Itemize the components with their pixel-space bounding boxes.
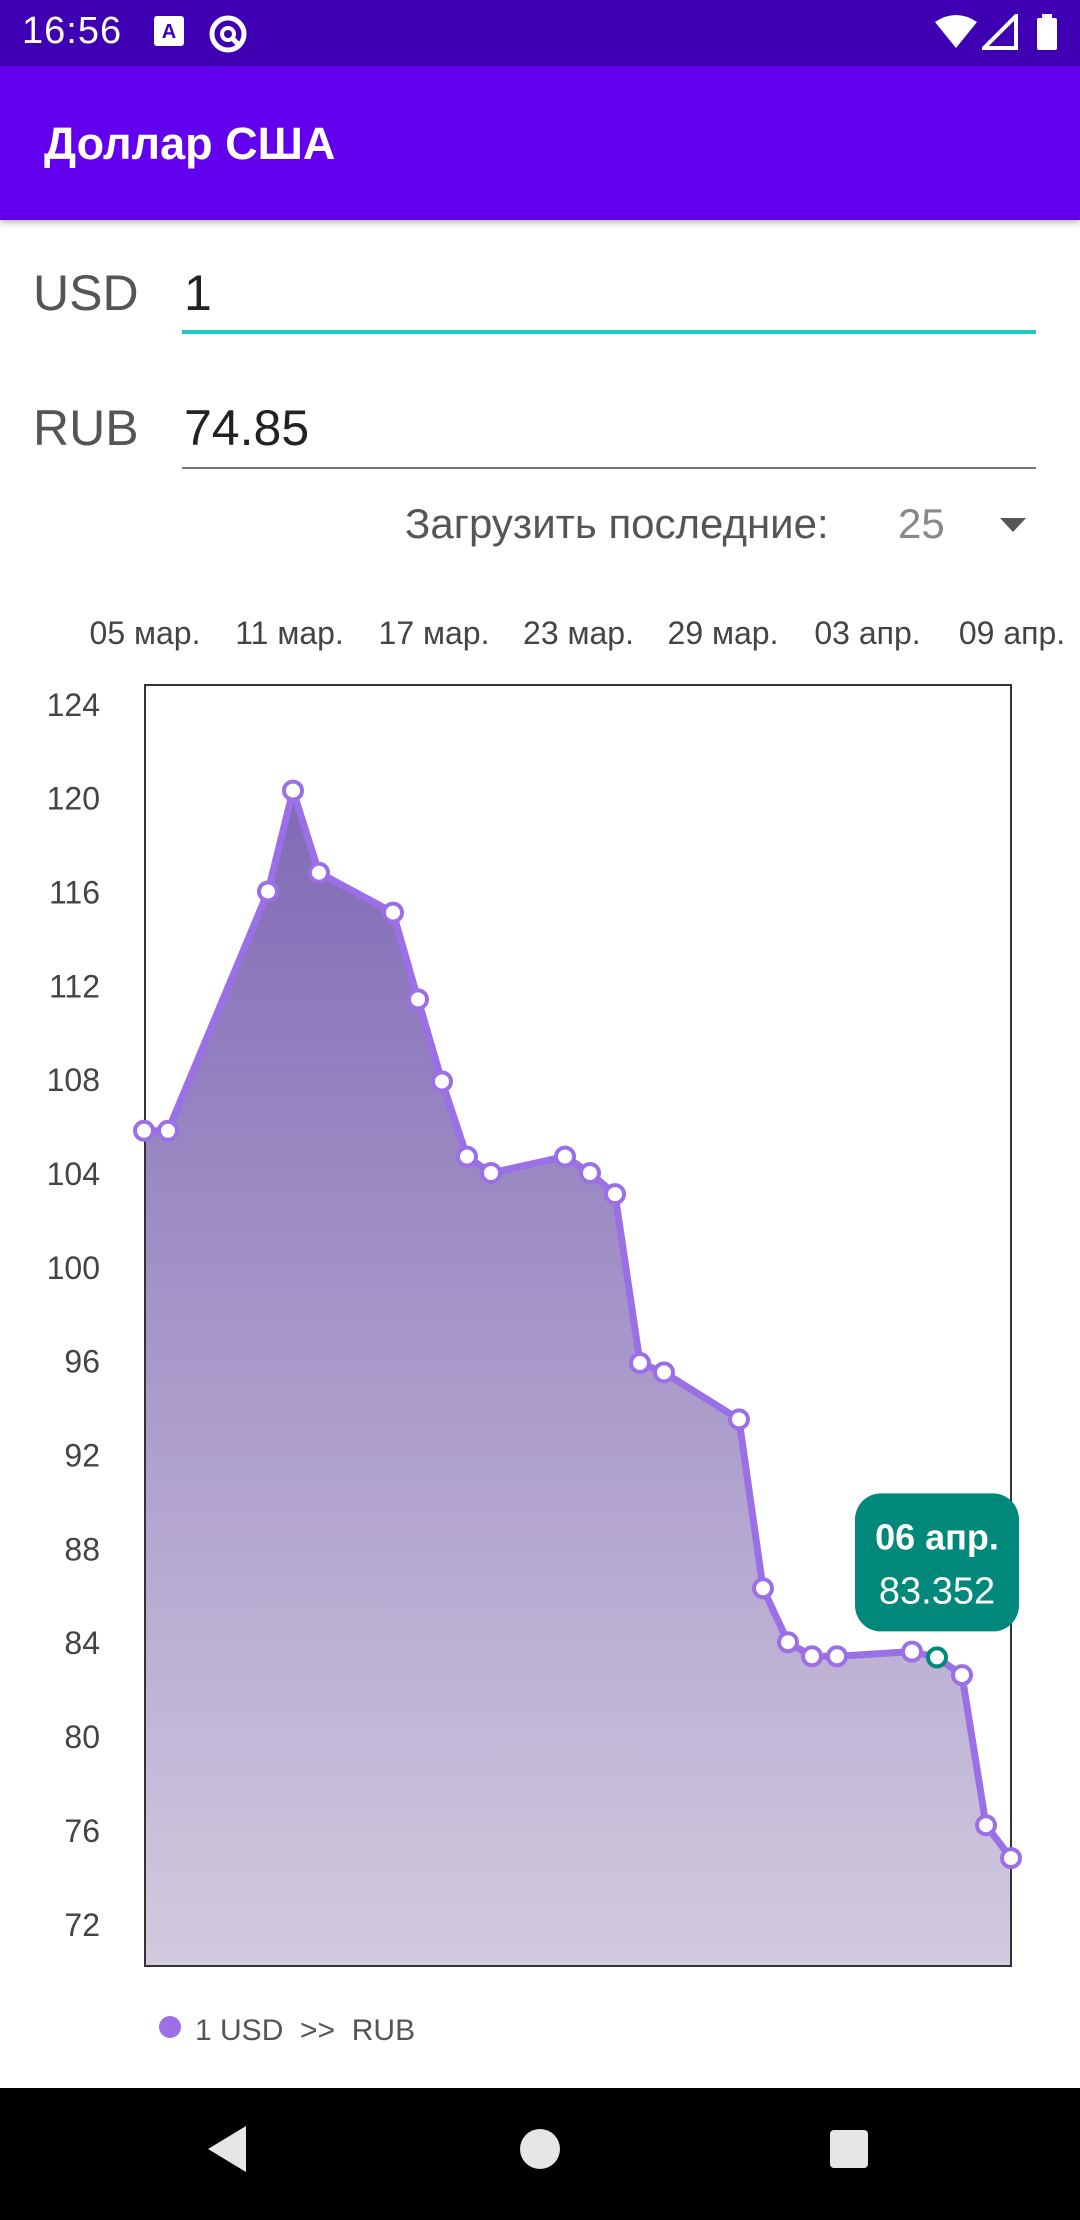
- data-point[interactable]: [1000, 1847, 1022, 1870]
- chart-tooltip: 06 апр. 83.352: [855, 1493, 1019, 1632]
- app-bar: Доллар США: [0, 66, 1080, 220]
- translate-notification-icon: A: [152, 14, 186, 53]
- highlighted-data-point[interactable]: [926, 1646, 948, 1669]
- y-tick-label: 80: [64, 1719, 100, 1755]
- load-last-row: Загрузить последние: 25: [0, 496, 1080, 556]
- status-time: 16:56: [22, 10, 123, 52]
- svg-text:A: A: [162, 21, 176, 43]
- exchange-rate-chart: 05 мар. 11 мар. 17 мар. 23 мар. 29 мар. 03 ап…: [47, 615, 1066, 2047]
- rub-amount-input[interactable]: 74.85: [182, 399, 1036, 469]
- x-tick-label: 09 апр.: [959, 615, 1065, 651]
- data-point[interactable]: [728, 1408, 750, 1431]
- y-tick-label: 88: [64, 1531, 100, 1567]
- x-tick-label: 03 апр.: [814, 615, 920, 651]
- tooltip-value: 83.352: [879, 1570, 995, 1612]
- legend-label: 1 USD >> RUB: [195, 2014, 415, 2047]
- data-point[interactable]: [752, 1577, 774, 1600]
- y-tick-label: 92: [64, 1438, 100, 1474]
- tooltip-date: 06 апр.: [875, 1516, 999, 1557]
- back-icon[interactable]: [204, 2124, 250, 2179]
- data-point[interactable]: [901, 1640, 923, 1663]
- from-currency-label: USD: [33, 265, 139, 321]
- y-tick-label: 100: [47, 1250, 100, 1286]
- data-point[interactable]: [308, 861, 330, 884]
- to-currency-label: RUB: [33, 400, 139, 456]
- system-nav-bar: [0, 2088, 1080, 2220]
- y-tick-label: 76: [64, 1813, 100, 1849]
- usd-amount-input[interactable]: 1: [182, 264, 1036, 334]
- chart-legend: 1 USD >> RUB: [159, 2014, 415, 2047]
- y-tick-label: 112: [49, 968, 100, 1004]
- y-tick-label: 108: [47, 1062, 100, 1098]
- data-point[interactable]: [579, 1162, 601, 1184]
- data-point[interactable]: [257, 880, 279, 903]
- y-tick-label: 104: [47, 1156, 100, 1192]
- y-tick-label: 120: [47, 781, 100, 817]
- y-tick-label: 96: [64, 1344, 100, 1380]
- recents-icon[interactable]: [826, 2124, 872, 2179]
- y-tick-label: 116: [49, 874, 100, 910]
- chart-container: 05 мар. 11 мар. 17 мар. 23 мар. 29 мар. 03 ап…: [0, 590, 1080, 2080]
- data-point[interactable]: [407, 988, 429, 1011]
- data-point[interactable]: [777, 1631, 799, 1654]
- x-tick-label: 11 мар.: [235, 615, 344, 651]
- data-point[interactable]: [604, 1183, 626, 1206]
- data-point[interactable]: [282, 779, 304, 802]
- data-point[interactable]: [975, 1814, 997, 1837]
- data-point[interactable]: [431, 1070, 453, 1093]
- data-point[interactable]: [826, 1645, 848, 1668]
- data-point[interactable]: [629, 1352, 651, 1375]
- y-tick-label: 124: [47, 687, 100, 723]
- data-point[interactable]: [382, 901, 404, 924]
- data-point[interactable]: [554, 1145, 576, 1168]
- status-bar: 16:56 A: [0, 0, 1080, 66]
- battery-icon: [1036, 14, 1058, 55]
- data-point[interactable]: [480, 1162, 502, 1184]
- chart-area-fill: [144, 790, 1011, 1966]
- data-point[interactable]: [133, 1119, 155, 1142]
- x-tick-label: 29 мар.: [668, 615, 779, 651]
- page-title: Доллар США: [44, 118, 336, 169]
- legend-marker: [159, 2016, 181, 2038]
- chart-frame: [144, 684, 1012, 1967]
- dropdown-arrow-icon[interactable]: [998, 516, 1028, 539]
- x-tick-label: 17 мар.: [379, 615, 490, 651]
- x-tick-label: 23 мар.: [523, 615, 634, 651]
- data-point[interactable]: [951, 1664, 973, 1687]
- data-point[interactable]: [157, 1119, 179, 1142]
- at-sign-notification-icon: [208, 14, 248, 59]
- data-point[interactable]: [653, 1361, 675, 1384]
- x-tick-label: 05 мар.: [90, 615, 201, 651]
- y-tick-label: 84: [64, 1625, 100, 1661]
- tooltip-box: [855, 1493, 1019, 1632]
- wifi-icon: [934, 14, 978, 55]
- load-last-label: Загрузить последние:: [405, 500, 829, 547]
- data-point[interactable]: [456, 1145, 478, 1168]
- load-count-dropdown[interactable]: 25: [898, 500, 945, 547]
- data-point[interactable]: [801, 1645, 823, 1668]
- y-tick-label: 72: [64, 1907, 100, 1943]
- signal-icon: [979, 11, 1018, 55]
- home-icon[interactable]: [518, 2124, 562, 2179]
